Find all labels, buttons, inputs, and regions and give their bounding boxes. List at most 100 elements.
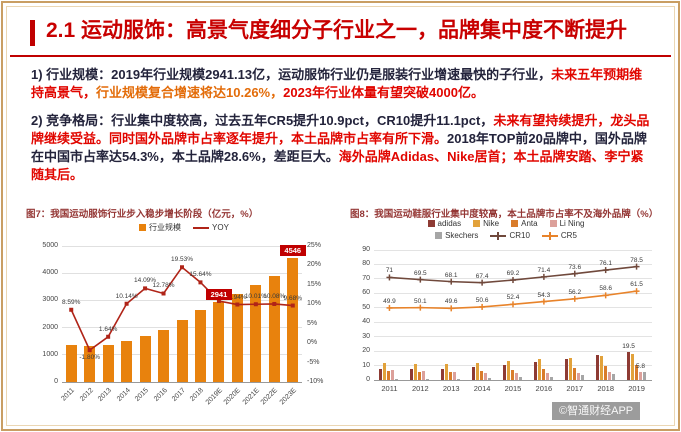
y-axis-label: 80 [362,260,370,268]
bar-anta [603,366,607,380]
cr5-point-label: 49.6 [444,298,458,306]
yoy-point-label: 10.08% [263,292,286,300]
concentration-lines [386,263,640,312]
bar-adidas [472,366,476,380]
cr5-point-label: 58.6 [599,285,612,293]
anta-swatch-icon [511,220,519,227]
bar-skechers [580,375,584,380]
cr5-point-label: 50.6 [475,296,489,304]
slide-title: 2.1 运动服饰：高景气度细分子行业之一，品牌集中度不断提升 [46,19,628,42]
text-segment: 1) 行业规模：2019年行业规模2941.13亿，运动服饰行业仍是服装行业增速… [31,67,552,82]
bar-anta [449,371,453,380]
bar-nike [476,362,480,380]
cr5-line-marker-icon [541,231,558,240]
text-segment-highlight: 行业规模复合增速将达10.26%， [96,85,284,100]
bar-2022E [268,275,280,382]
bar-adidas [626,351,630,380]
yoy-point-label: 10.14% [115,292,138,300]
bar-nike [568,357,572,380]
legend-item-adidas: adidas [427,219,462,228]
bar-adidas [441,368,445,380]
bar-2020E [231,294,243,382]
anta-legend-label: Anta [521,219,538,228]
bar-anta [418,372,422,380]
legend-item-cr5: CR5 [541,231,577,240]
text-segment-highlight: 未来五年预期维持高景气， [31,67,643,100]
bar-anta [511,370,514,380]
bar-nike [599,355,603,380]
bar-2017 [176,319,188,382]
x-axis-label: 2017 [566,384,584,393]
cr10-point-label: 69.2 [506,270,520,278]
yoy-point-label: 1.64% [98,325,118,333]
gridline [374,379,652,381]
paragraph-industry-scale: 1) 行业规模：2019年行业规模2941.13亿，运动服饰行业仍是服装行业增速… [31,66,653,102]
bar-value-label: 19.5 [622,342,635,350]
industry-scale-swatch-icon [139,224,147,231]
x-axis-label: 2018 [597,384,614,393]
cr5-point-label: 50.1 [414,297,427,305]
bar-lining [607,372,611,380]
bar-adidas [595,355,599,380]
bar-nike [630,354,634,380]
gridline [374,307,652,309]
chart-industry-growth: 图7：我国运动服饰行业步入稳步增长阶段（亿元，%） 行业规模 YOY 0 1000 2… [24,206,344,424]
bar-adidas [503,364,506,380]
lining-swatch-icon [549,220,557,227]
chart7-plot-area: 0 1000 2000 3000 4000 5000 -10% -5% 0% 5% 10% 15% 20… [42,242,323,406]
cr5-point-label: 54.3 [537,291,551,299]
y-axis-right-label: 0% [307,339,318,347]
gridline [374,321,652,323]
y-axis-label: 90 [362,246,370,253]
bar-anta [387,371,391,380]
adidas-legend-label: adidas [437,219,462,228]
skechers-legend-label: Skechers [445,231,479,240]
bar-value-label: 2941 [205,289,232,300]
bar-nike [507,361,510,380]
bar-2019E [213,302,225,382]
bar-2018 [194,309,206,382]
bar-2016 [158,329,170,382]
bar-skechers [642,372,646,380]
bar-anta [541,369,545,380]
cr10-point-label: 71 [385,267,394,275]
bar-adidas [410,369,414,380]
chart8-caption: 图8：我国运动鞋服行业集中度较高，本土品牌市占率不及海外品牌（%） [350,209,659,220]
cr5-point-label: 61.5 [630,281,643,289]
bar-skechers [426,379,430,380]
gridline [374,336,652,338]
bar-2015 [139,335,151,382]
yoy-point-label: 19.53% [170,256,194,264]
bar-anta [634,364,638,380]
x-axis-label: 2015 [504,384,522,393]
bar-lining [391,369,395,380]
chart7-legend: 行业规模 YOY [24,222,344,233]
adidas-swatch-icon [427,220,435,227]
gridline [62,299,302,301]
chart8-plot-area: 0 10 20 30 40 50 60 70 80 90 2011 2012 2013 2014 2015 2… [362,246,652,393]
x-axis-label: 2011 [381,384,398,393]
bar-value-label: 4546 [279,245,306,257]
bar-value-label: 5.8 [636,362,646,370]
text-segment-highlight: 2023年行业体量有望突破4000亿。 [283,85,484,100]
bar-lining [576,372,580,380]
text-segment-highlight: 未来有望持续提升，龙头品牌继续受益。同时国外品牌市占率逐年提升，本土品牌市占率有… [31,113,650,146]
legend-item-anta: Anta [511,219,538,228]
gridline [62,245,302,247]
text-segment-highlight: 海外品牌Adidas、Nike居首；本土品牌安踏、李宁紧随其后。 [31,149,644,182]
industry-scale-legend-label: 行业规模 [149,223,182,232]
chart8-legend-row1: adidas Nike Anta Li Ning [348,219,664,228]
bar-lining [422,371,426,380]
cr10-legend-label: CR10 [509,231,530,240]
title-accent-bar [30,20,35,46]
legend-item-cr10: CR10 [490,231,530,240]
cr5-legend-label: CR5 [560,231,577,240]
paragraph-competition: 2) 竞争格局：行业集中度较高，过去五年CR5提升10.9pct，CR10提升1… [31,112,653,184]
y-axis-label: 20 [362,347,370,355]
bar-skechers [488,378,492,380]
bar-2014 [121,341,133,382]
bar-lining [515,372,518,380]
legend-item-yoy: YOY [193,223,229,232]
cr10-point-label: 76.1 [599,260,612,268]
y-axis-right-label: 10% [307,300,322,308]
